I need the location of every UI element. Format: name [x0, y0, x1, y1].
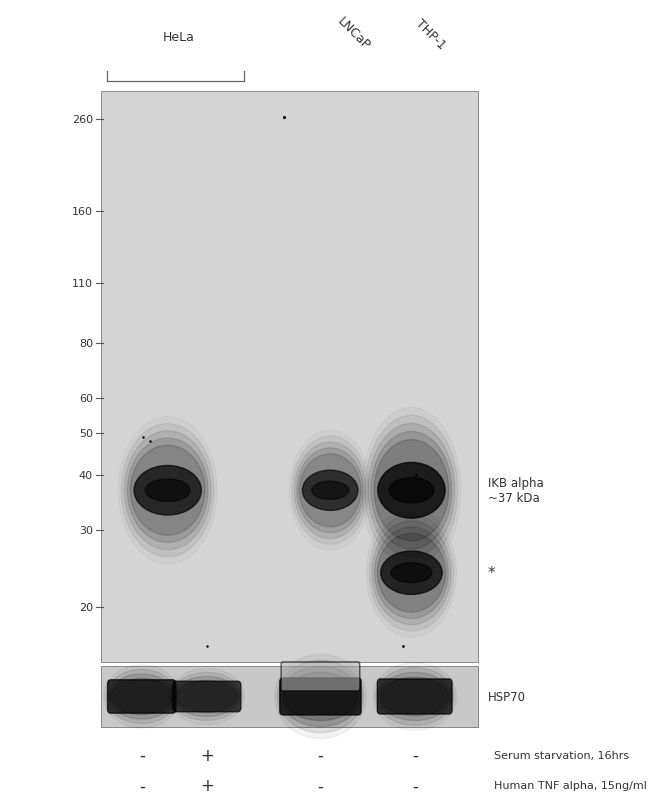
Ellipse shape: [365, 416, 458, 565]
Text: -: -: [317, 777, 324, 794]
Ellipse shape: [106, 670, 177, 724]
Ellipse shape: [171, 673, 242, 721]
Ellipse shape: [391, 563, 432, 583]
Ellipse shape: [381, 677, 448, 716]
Ellipse shape: [297, 448, 363, 533]
Text: THP-1: THP-1: [413, 17, 448, 52]
FancyBboxPatch shape: [173, 681, 240, 711]
Ellipse shape: [134, 466, 202, 516]
Ellipse shape: [369, 515, 454, 631]
Ellipse shape: [124, 431, 211, 550]
Text: 80: 80: [79, 339, 93, 349]
Text: HeLa: HeLa: [162, 31, 195, 44]
Ellipse shape: [109, 674, 175, 719]
Text: -: -: [411, 746, 418, 764]
Ellipse shape: [378, 673, 451, 721]
Text: IKB alpha
~37 kDa: IKB alpha ~37 kDa: [488, 477, 543, 504]
Ellipse shape: [294, 442, 366, 539]
Text: 40: 40: [79, 471, 93, 481]
Text: Serum starvation, 16hrs: Serum starvation, 16hrs: [494, 750, 629, 760]
Ellipse shape: [122, 424, 214, 557]
FancyBboxPatch shape: [377, 679, 452, 714]
Text: 60: 60: [79, 393, 93, 404]
Text: -: -: [411, 777, 418, 794]
Ellipse shape: [377, 534, 446, 613]
Ellipse shape: [280, 666, 361, 727]
Text: *: *: [488, 565, 495, 581]
Ellipse shape: [374, 528, 448, 618]
Text: Human TNF alpha, 15ng/ml for 10mins: Human TNF alpha, 15ng/ml for 10mins: [494, 781, 650, 790]
Ellipse shape: [174, 676, 240, 716]
Text: +: +: [200, 746, 214, 764]
Text: 160: 160: [72, 207, 93, 217]
FancyBboxPatch shape: [281, 662, 360, 691]
Text: -: -: [138, 777, 145, 794]
FancyBboxPatch shape: [107, 680, 176, 713]
Text: LNCaP: LNCaP: [335, 14, 372, 52]
Bar: [101, 92, 478, 662]
Ellipse shape: [378, 463, 445, 519]
Ellipse shape: [381, 552, 442, 595]
Ellipse shape: [371, 432, 452, 549]
FancyBboxPatch shape: [280, 678, 361, 715]
Text: 110: 110: [72, 279, 93, 288]
Ellipse shape: [299, 454, 361, 528]
Text: HSP70: HSP70: [488, 690, 525, 703]
Text: 260: 260: [72, 115, 93, 124]
Ellipse shape: [176, 681, 238, 713]
Text: -: -: [138, 746, 145, 764]
Ellipse shape: [372, 521, 451, 625]
Ellipse shape: [312, 482, 348, 499]
Text: -: -: [317, 746, 324, 764]
Text: 20: 20: [79, 603, 93, 613]
Ellipse shape: [131, 446, 205, 536]
Ellipse shape: [376, 668, 454, 726]
Ellipse shape: [302, 471, 358, 511]
Ellipse shape: [368, 424, 455, 557]
Ellipse shape: [127, 438, 208, 543]
Ellipse shape: [278, 660, 363, 732]
Ellipse shape: [146, 479, 190, 502]
Bar: [101, 666, 478, 727]
Ellipse shape: [292, 437, 369, 544]
Text: 50: 50: [79, 428, 93, 438]
Ellipse shape: [111, 679, 172, 715]
Ellipse shape: [283, 673, 358, 721]
Text: 30: 30: [79, 526, 93, 536]
Ellipse shape: [389, 478, 434, 503]
Ellipse shape: [374, 440, 448, 541]
Text: +: +: [200, 777, 214, 794]
